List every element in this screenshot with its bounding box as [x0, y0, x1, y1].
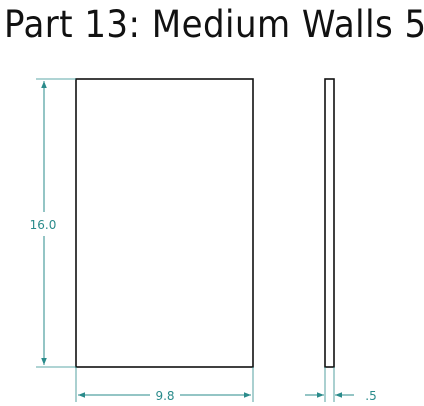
- page-title: Part 13: Medium Walls 5: [4, 3, 424, 46]
- width-dimension: 9.8: [75, 367, 254, 403]
- height-dimension: 16.0: [30, 78, 76, 368]
- width-dimension-label: 9.8: [155, 389, 174, 403]
- height-dimension-label: 16.0: [30, 218, 57, 232]
- thickness-dimension-label: .5: [365, 389, 376, 403]
- front-view-panel: [75, 78, 254, 368]
- thickness-dimension: .5: [305, 367, 377, 403]
- side-view-panel: [324, 78, 335, 368]
